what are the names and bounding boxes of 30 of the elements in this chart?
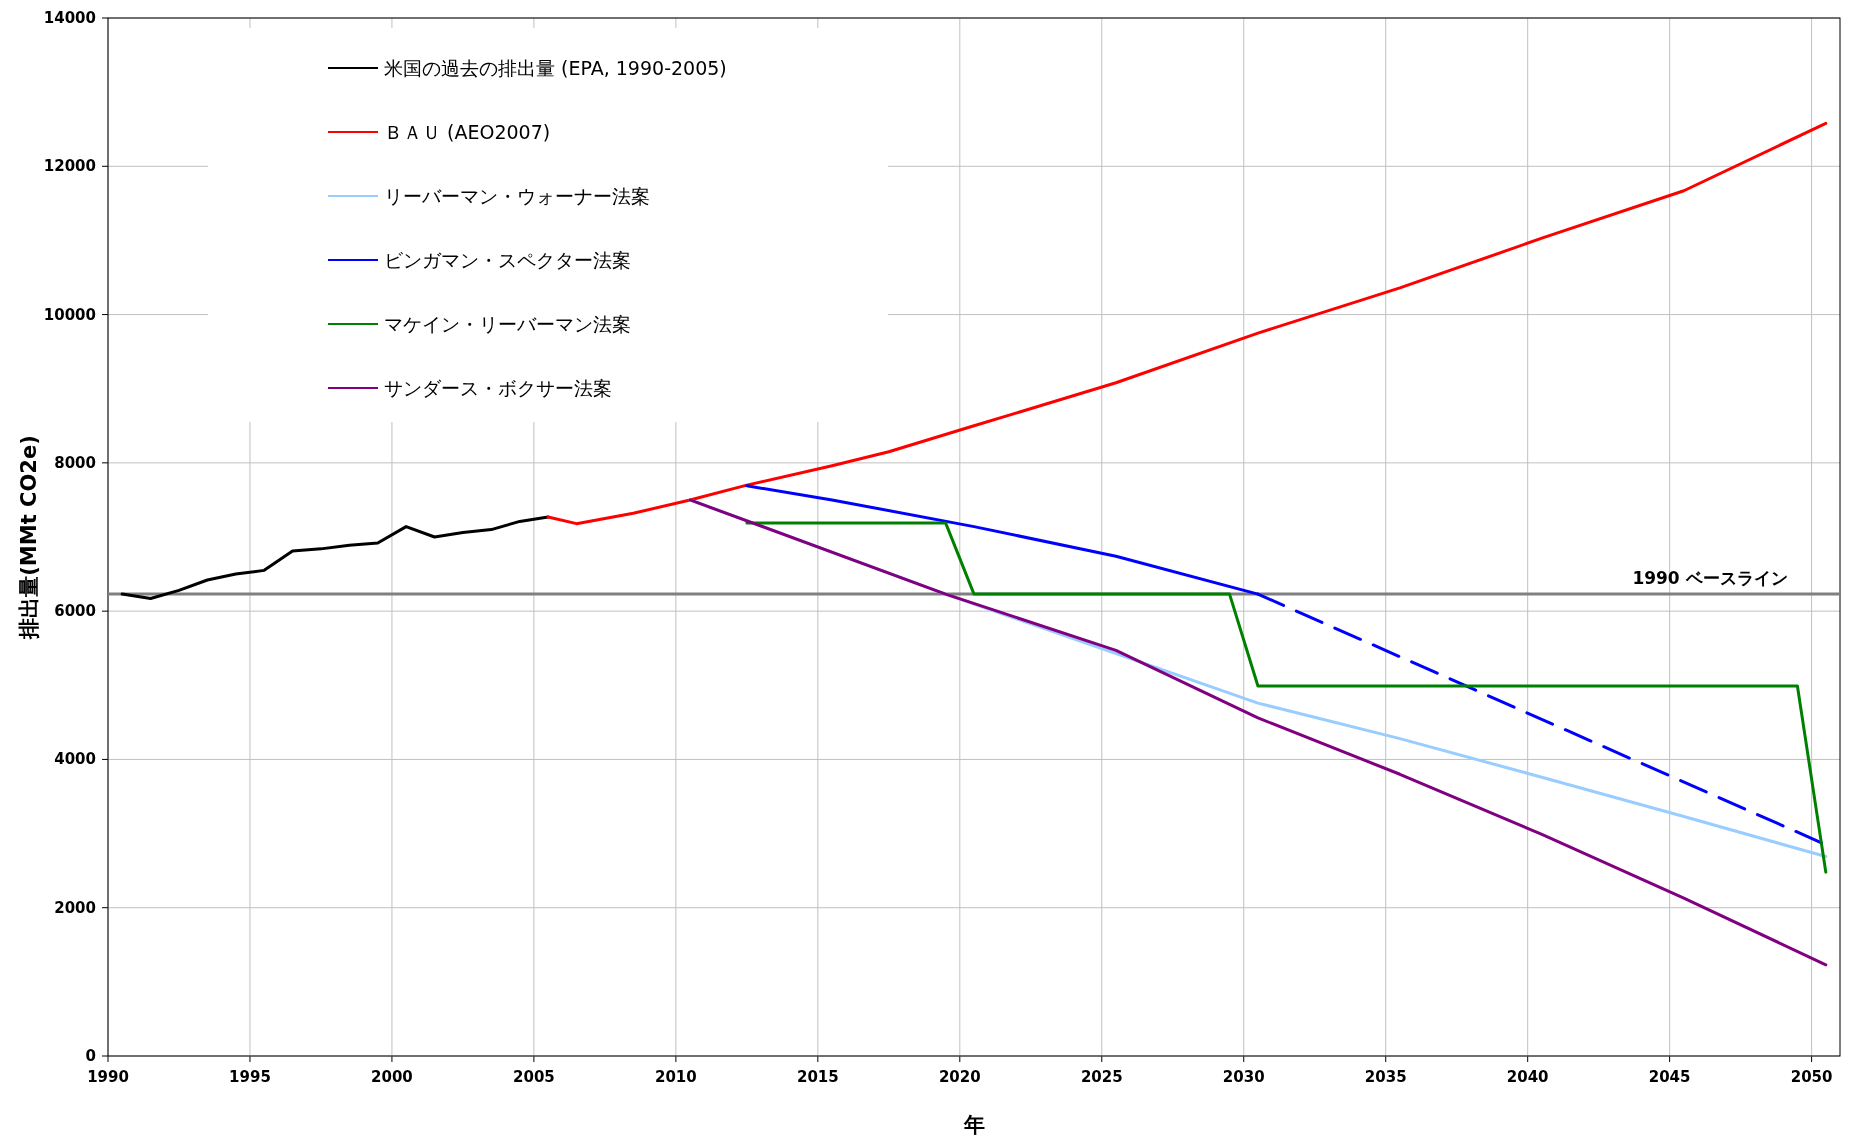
x-tick-label: 2045	[1648, 1068, 1691, 1086]
y-tick-label: 4000	[54, 750, 96, 769]
y-tick-label: 0	[85, 1047, 96, 1065]
legend-label: サンダース・ボクサー法案	[384, 377, 612, 399]
x-tick-label: 2005	[513, 1068, 555, 1086]
y-tick-label: 10000	[43, 305, 96, 324]
x-tick-label: 1990	[87, 1068, 129, 1086]
x-tick-label: 2050	[1790, 1068, 1833, 1086]
ref-line-label: 1990 ベースライン	[1632, 568, 1788, 589]
x-axis-title: 年	[962, 1113, 985, 1137]
y-tick-label: 12000	[43, 157, 96, 176]
legend-label: マケイン・リーバーマン法案	[384, 313, 631, 335]
x-tick-label: 2030	[1222, 1068, 1265, 1086]
x-tick-label: 2000	[371, 1068, 413, 1086]
x-tick-label: 2010	[654, 1068, 697, 1086]
x-tick-label: 1995	[229, 1068, 271, 1086]
y-tick-label: 14000	[43, 9, 96, 27]
y-axis-title: 排出量(MMt CO2e)	[17, 435, 41, 640]
legend-label: ビンガマン・スペクター法案	[384, 249, 631, 271]
x-tick-label: 2025	[1080, 1068, 1123, 1086]
y-tick-label: 8000	[54, 453, 96, 472]
legend-label: ＢＡＵ (AEO2007)	[384, 121, 551, 143]
x-tick-label: 2020	[938, 1068, 981, 1086]
x-tick-label: 2015	[796, 1068, 839, 1086]
legend-label: 米国の過去の排出量 (EPA, 1990-2005)	[384, 57, 727, 79]
y-tick-label: 2000	[54, 898, 96, 917]
legend-label: リーバーマン・ウォーナー法案	[384, 185, 650, 207]
x-tick-label: 2040	[1506, 1068, 1549, 1086]
y-tick-label: 6000	[54, 602, 96, 621]
x-tick-label: 2035	[1364, 1068, 1407, 1086]
